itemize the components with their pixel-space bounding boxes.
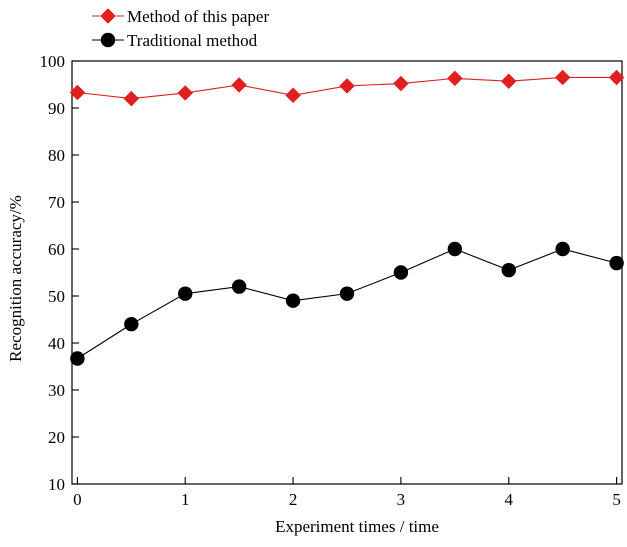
y-tick-label: 50: [48, 287, 65, 306]
y-tick-label: 70: [48, 193, 65, 212]
x-tick-label: 4: [505, 490, 514, 509]
y-tick-label: 10: [48, 475, 65, 494]
data-point: [339, 78, 355, 94]
y-axis-label: Recognition accuracy/%: [6, 195, 25, 362]
y-tick-label: 30: [48, 381, 65, 400]
data-point: [285, 293, 301, 308]
legend-marker: [100, 32, 116, 48]
axes: 0 1 2 3 4 5 10 20 30 40 50 60 70 80 90 100: [40, 52, 623, 509]
data-point: [554, 69, 571, 86]
data-point: [285, 87, 301, 104]
data-point: [339, 286, 355, 301]
y-tick-label: 80: [48, 146, 65, 165]
data-point: [609, 255, 624, 271]
series-1: [69, 69, 625, 107]
legend-item-1: Method of this paper: [92, 7, 269, 26]
x-axis-ticks: 0 1 2 3 4 5: [73, 477, 621, 509]
legend-label: Traditional method: [127, 31, 258, 50]
data-point: [500, 73, 517, 90]
data-point: [555, 241, 570, 257]
series-layer: [69, 69, 625, 366]
x-tick-label: 5: [612, 490, 621, 509]
y-tick-label: 90: [48, 99, 65, 118]
x-tick-label: 1: [181, 490, 190, 509]
data-point: [70, 351, 85, 366]
legend-marker: [100, 8, 116, 24]
y-tick-label: 60: [48, 240, 65, 259]
x-axis-label: Experiment times / time: [275, 517, 439, 536]
legend: Method of this paper Traditional method: [92, 7, 269, 50]
x-tick-label: 2: [289, 490, 298, 509]
data-point: [446, 70, 463, 87]
data-point: [177, 85, 194, 101]
legend-label: Method of this paper: [127, 7, 269, 26]
series-line: [77, 248, 617, 359]
y-tick-label: 20: [48, 428, 65, 447]
data-point: [608, 69, 625, 86]
data-point: [231, 279, 247, 294]
legend-item-2: Traditional method: [92, 31, 258, 50]
data-point: [178, 286, 193, 301]
x-tick-label: 0: [73, 490, 82, 509]
data-point: [447, 241, 463, 257]
data-point: [124, 317, 139, 332]
series-2: [70, 241, 624, 366]
x-tick-label: 3: [397, 490, 406, 509]
data-point: [231, 77, 248, 93]
data-point: [69, 84, 86, 101]
data-point: [501, 262, 516, 278]
y-axis-ticks: 10 20 30 40 50 60 70 80 90 100: [40, 52, 79, 494]
plot-frame: [71, 60, 623, 485]
data-point: [123, 90, 140, 107]
data-point: [393, 265, 409, 280]
y-tick-label: 100: [40, 52, 66, 71]
data-point: [393, 75, 409, 92]
y-tick-label: 40: [48, 334, 65, 353]
